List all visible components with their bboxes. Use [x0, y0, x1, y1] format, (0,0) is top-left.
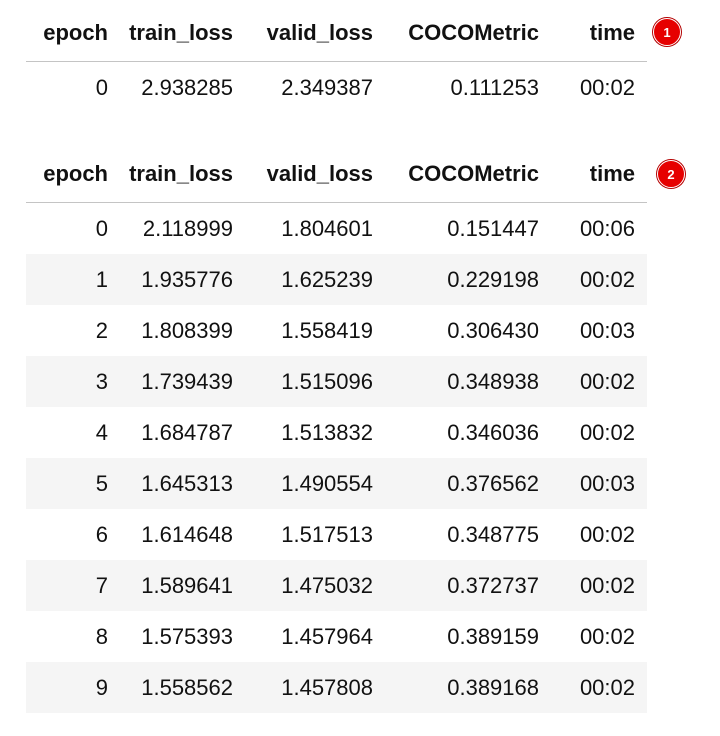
cell-epoch: 3: [26, 356, 120, 407]
table-row: 1 1.935776 1.625239 0.229198 00:02: [26, 254, 647, 305]
cell-train-loss: 1.808399: [141, 317, 233, 343]
training-results-table-1: epoch train_loss valid_loss COCOMetric t…: [26, 4, 647, 113]
cell-train-loss: 2.938285: [141, 74, 233, 100]
cell-train-loss: 1.614648: [141, 521, 233, 547]
table-row: 0 2.118999 1.804601 0.151447 00:06: [26, 203, 647, 255]
cell-cocometric: 0.376562: [385, 458, 551, 509]
cell-valid-loss: 1.475032: [245, 560, 385, 611]
table-row: 5 1.645313 1.490554 0.376562 00:03: [26, 458, 647, 509]
column-header-train-loss: train_loss: [120, 145, 245, 203]
table-row: 6 1.614648 1.517513 0.348775 00:02: [26, 509, 647, 560]
cell-time: 00:06: [579, 215, 635, 241]
cell-cocometric: 0.389159: [447, 623, 539, 649]
cell-time: 00:02: [551, 662, 647, 713]
column-header-time: time: [551, 4, 647, 62]
cell-valid-loss: 1.625239: [245, 254, 385, 305]
cell-cocometric: 0.346036: [447, 419, 539, 445]
cell-valid-loss: 1.558419: [281, 317, 373, 343]
table-row: 8 1.575393 1.457964 0.389159 00:02: [26, 611, 647, 662]
cell-train-loss: 1.575393: [141, 623, 233, 649]
table-row: 4 1.684787 1.513832 0.346036 00:02: [26, 407, 647, 458]
cell-valid-loss: 1.515096: [245, 356, 385, 407]
column-header-valid-loss: valid_loss: [245, 145, 385, 203]
cell-epoch: 7: [26, 560, 120, 611]
table-row: 0 2.938285 2.349387 0.111253 00:02: [26, 62, 647, 114]
cell-train-loss: 2.118999: [142, 215, 233, 241]
cell-cocometric: 0.151447: [447, 215, 539, 241]
number-badge-1: 1: [653, 18, 681, 46]
cell-epoch: 9: [26, 662, 120, 713]
column-header-cocometric: COCOMetric: [385, 145, 551, 203]
cell-cocometric: 0.306430: [447, 317, 539, 343]
cell-cocometric: 0.348938: [385, 356, 551, 407]
cell-cocometric: 0.389168: [385, 662, 551, 713]
cell-cocometric: 0.111253: [450, 74, 540, 100]
cell-valid-loss: 1.517513: [281, 521, 373, 547]
table-row: 2 1.808399 1.558419 0.306430 00:03: [26, 305, 647, 356]
cell-time: 00:03: [579, 317, 635, 343]
cell-time: 00:02: [579, 623, 635, 649]
column-header-train-loss: train_loss: [120, 4, 245, 62]
table-row: 7 1.589641 1.475032 0.372737 00:02: [26, 560, 647, 611]
cell-time: 00:03: [551, 458, 647, 509]
cell-train-loss: 1.645313: [120, 458, 245, 509]
cell-cocometric: 0.229198: [385, 254, 551, 305]
column-header-epoch: epoch: [26, 145, 120, 203]
cell-valid-loss: 1.804601: [281, 215, 373, 241]
cell-train-loss: 1.589641: [120, 560, 245, 611]
cell-valid-loss: 1.457808: [245, 662, 385, 713]
table-header-row: epoch train_loss valid_loss COCOMetric t…: [26, 145, 647, 203]
cell-epoch: 2: [95, 317, 108, 343]
table-row: 9 1.558562 1.457808 0.389168 00:02: [26, 662, 647, 713]
cell-valid-loss: 1.513832: [281, 419, 373, 445]
cell-epoch: 5: [26, 458, 120, 509]
cell-time: 00:02: [579, 419, 635, 445]
column-header-cocometric: COCOMetric: [385, 4, 551, 62]
number-badge-2: 2: [657, 160, 685, 188]
cell-epoch: 0: [95, 215, 108, 241]
cell-train-loss: 1.739439: [120, 356, 245, 407]
cell-time: 00:02: [551, 254, 647, 305]
cell-time: 00:02: [579, 521, 635, 547]
cell-time: 00:02: [551, 560, 647, 611]
cell-epoch: 1: [26, 254, 120, 305]
cell-train-loss: 1.684787: [141, 419, 233, 445]
column-header-epoch: epoch: [26, 4, 120, 62]
column-header-time: time: [551, 145, 647, 203]
training-results-table-2: epoch train_loss valid_loss COCOMetric t…: [26, 145, 647, 713]
cell-train-loss: 1.558562: [120, 662, 245, 713]
cell-time: 00:02: [579, 74, 635, 100]
cell-epoch: 0: [95, 74, 108, 100]
column-header-valid-loss: valid_loss: [245, 4, 385, 62]
cell-epoch: 4: [95, 419, 108, 445]
cell-cocometric: 0.348775: [447, 521, 539, 547]
cell-time: 00:02: [551, 356, 647, 407]
cell-epoch: 6: [95, 521, 108, 547]
table-row: 3 1.739439 1.515096 0.348938 00:02: [26, 356, 647, 407]
cell-train-loss: 1.935776: [120, 254, 245, 305]
table-header-row: epoch train_loss valid_loss COCOMetric t…: [26, 4, 647, 62]
cell-valid-loss: 1.490554: [245, 458, 385, 509]
cell-valid-loss: 1.457964: [281, 623, 373, 649]
cell-epoch: 8: [95, 623, 108, 649]
cell-valid-loss: 2.349387: [281, 74, 373, 100]
cell-cocometric: 0.372737: [385, 560, 551, 611]
